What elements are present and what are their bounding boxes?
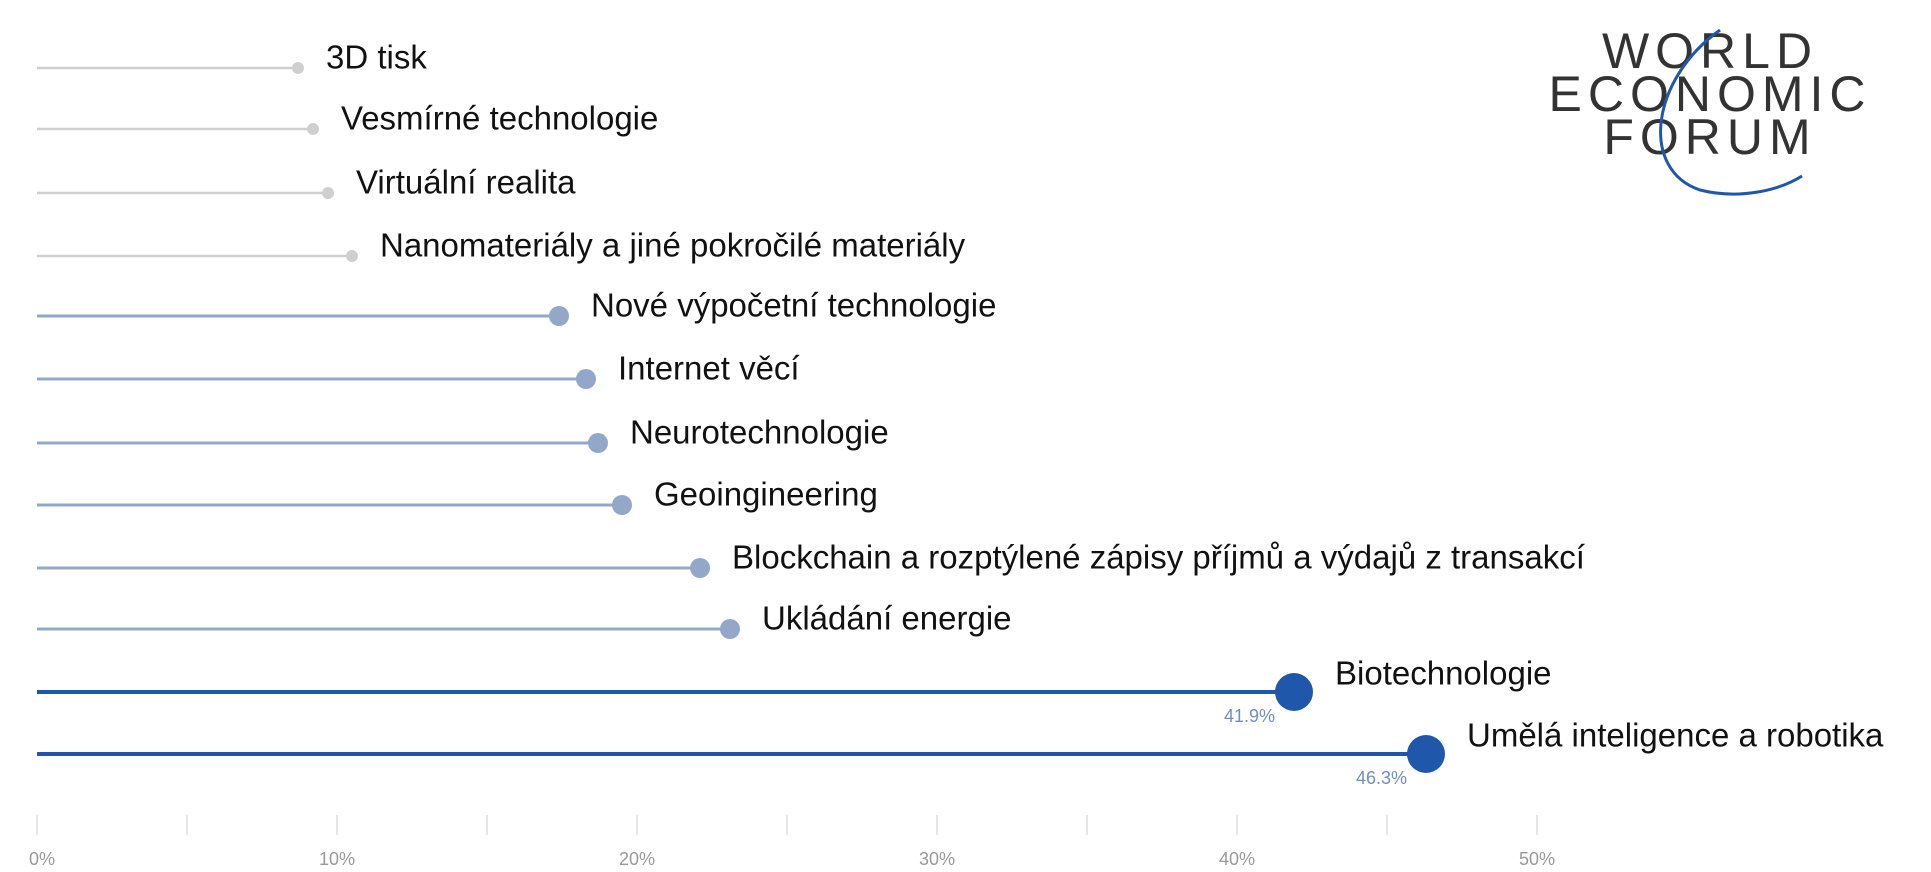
logo-line: FORUM	[1603, 109, 1816, 165]
category-label: 3D tisk	[326, 39, 427, 76]
x-tick-label: 20%	[619, 849, 655, 869]
value-label: 46.3%	[1356, 768, 1407, 788]
dot	[612, 495, 632, 515]
dot	[292, 62, 304, 74]
x-tick-label: 10%	[319, 849, 355, 869]
dot	[576, 369, 596, 389]
logo: WORLD ECONOMIC FORUM	[1549, 23, 1872, 196]
x-tick-label: 0%	[29, 849, 55, 869]
category-label: Nanomateriály a jiné pokročilé materiály	[380, 227, 966, 264]
category-label: Ukládání energie	[762, 600, 1012, 637]
logo-line: ECONOMIC	[1549, 66, 1872, 122]
category-label: Umělá inteligence a robotika	[1467, 717, 1884, 754]
x-tick-label: 30%	[919, 849, 955, 869]
dot	[322, 187, 334, 199]
category-label: Internet věcí	[618, 350, 800, 387]
dot	[346, 250, 358, 262]
category-label: Virtuální realita	[356, 164, 576, 201]
dot	[1275, 673, 1313, 711]
category-label: Biotechnologie	[1335, 655, 1552, 692]
logo-line: WORLD	[1602, 23, 1818, 79]
logo-arc	[1659, 28, 1803, 196]
dot	[307, 123, 319, 135]
category-label: Blockchain a rozptýlené zápisy příjmů a …	[732, 539, 1585, 576]
category-label: Neurotechnologie	[630, 414, 889, 451]
dot	[588, 433, 608, 453]
category-label: Geoingineering	[654, 476, 878, 513]
category-label: Nové výpočetní technologie	[591, 287, 996, 324]
x-tick-label: 50%	[1519, 849, 1555, 869]
dot	[690, 558, 710, 578]
value-label: 41.9%	[1224, 706, 1275, 726]
dot	[549, 306, 569, 326]
dot	[720, 619, 740, 639]
dot	[1407, 735, 1445, 773]
x-tick-label: 40%	[1219, 849, 1255, 869]
category-label: Vesmírné technologie	[341, 100, 658, 137]
